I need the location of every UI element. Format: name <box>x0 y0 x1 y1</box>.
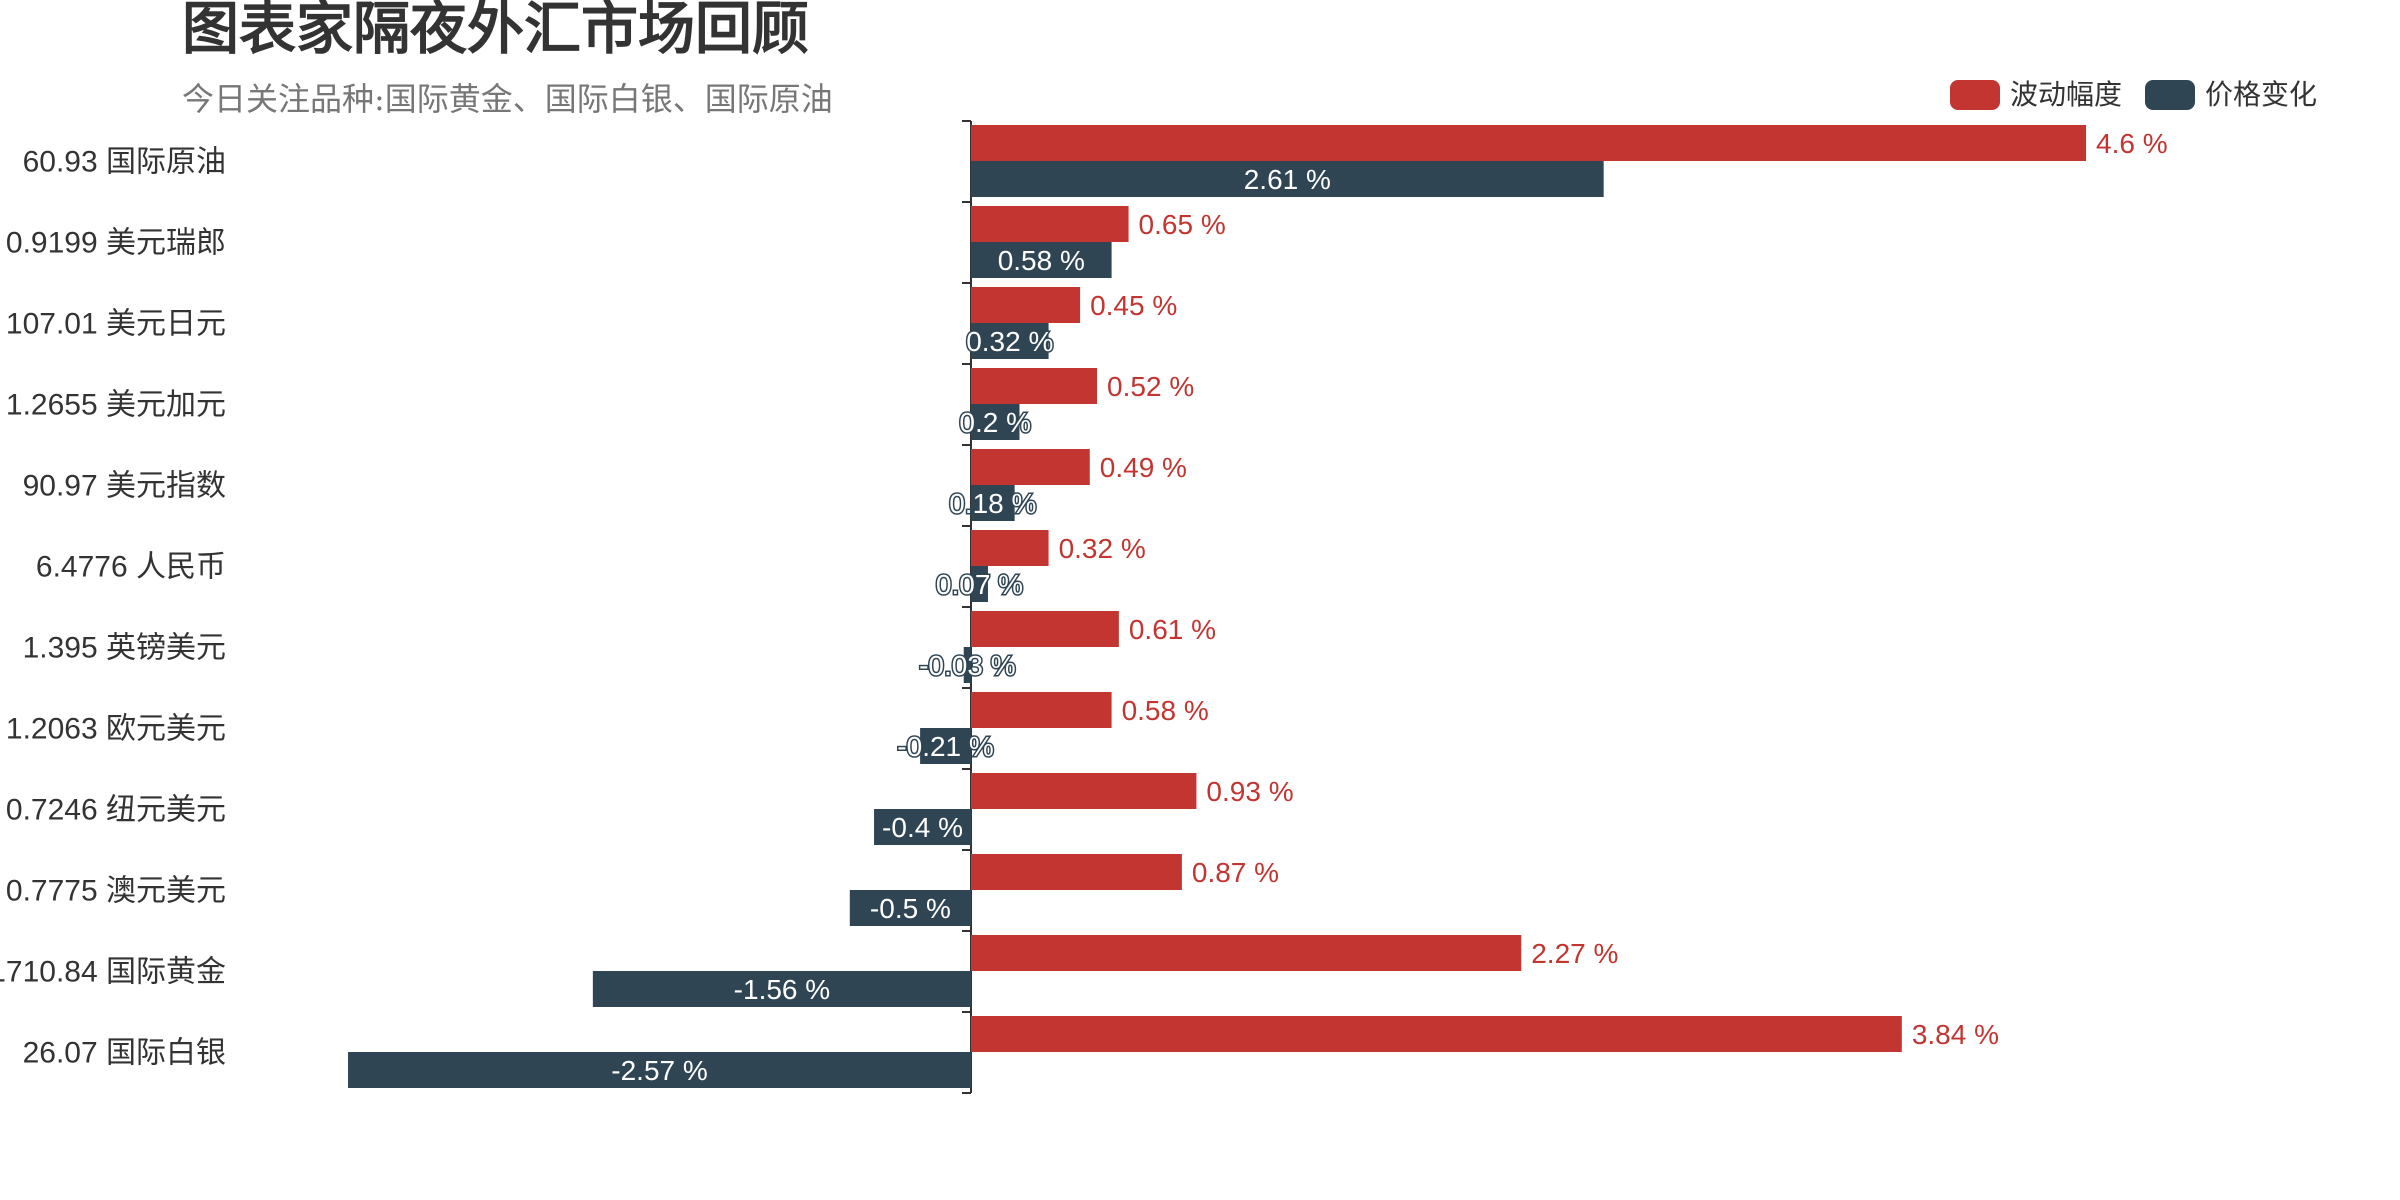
bar-change[interactable] <box>971 404 1020 440</box>
data-label-range: 0.93 % <box>1206 776 1293 807</box>
data-label-change: 0.07 % <box>936 569 1023 600</box>
legend-swatch-change[interactable] <box>2145 80 2195 110</box>
category-label: 1.2655 美元加元 <box>6 389 226 422</box>
bar-range[interactable] <box>971 854 1182 890</box>
data-label-range: 4.6 % <box>2096 128 2168 159</box>
category-label: 60.93 国际原油 <box>23 146 226 179</box>
legend-label-range[interactable]: 波动幅度 <box>2010 79 2122 110</box>
data-label-range: 0.87 % <box>1192 857 1279 888</box>
category-label: 26.07 国际白银 <box>23 1037 226 1070</box>
data-label-change: 0.32 % <box>966 326 1053 357</box>
legend-item-change[interactable]: 价格变化 <box>2145 79 2317 110</box>
bar-change[interactable] <box>348 1052 972 1088</box>
data-label-range: 3.84 % <box>1912 1019 1999 1050</box>
bar-range[interactable] <box>971 1016 1902 1052</box>
category-label: 0.9199 美元瑞郎 <box>6 227 226 260</box>
bar-range[interactable] <box>971 692 1112 728</box>
category-label: 6.4776 人民币 <box>36 551 226 584</box>
data-label-range: 0.52 % <box>1107 371 1194 402</box>
bar-range[interactable] <box>971 935 1522 971</box>
bar-change[interactable] <box>971 323 1049 359</box>
bar-change[interactable] <box>874 809 971 845</box>
data-label-change: -0.21 % <box>897 731 994 762</box>
category-label: 0.7246 纽元美元 <box>6 794 226 827</box>
data-label-range: 0.49 % <box>1100 452 1187 483</box>
data-label-range: 0.32 % <box>1059 533 1146 564</box>
category-label: 0.7775 澳元美元 <box>6 875 226 908</box>
category-label: 90.97 美元指数 <box>23 470 226 503</box>
data-label-range: 0.61 % <box>1129 614 1216 645</box>
data-label-range: 0.65 % <box>1139 209 1226 240</box>
bar-range[interactable] <box>971 206 1129 242</box>
bar-change[interactable] <box>971 485 1015 521</box>
bar-change[interactable] <box>920 728 971 764</box>
bar-range[interactable] <box>971 368 1098 404</box>
data-label-change: -0.5 % <box>870 893 951 924</box>
data-label-change: 0.2 % <box>959 407 1031 438</box>
legend[interactable]: 波动幅度 价格变化 <box>1950 79 2317 110</box>
data-label-range: 2.27 % <box>1531 938 1618 969</box>
legend-swatch-range[interactable] <box>1950 80 2000 110</box>
data-label-change: -2.57 % <box>611 1055 708 1086</box>
data-label-change: -0.03 % <box>919 650 1016 681</box>
bar-range[interactable] <box>971 287 1081 323</box>
category-label: 1.395 英镑美元 <box>23 632 226 665</box>
data-label-change: 0.58 % <box>998 245 1085 276</box>
legend-item-range[interactable]: 波动幅度 <box>1950 79 2122 110</box>
bar-range[interactable] <box>971 530 1049 566</box>
category-label: 1.2063 欧元美元 <box>6 713 226 746</box>
bar-range[interactable] <box>971 773 1197 809</box>
plot-area: 60.93 国际原油 4.6 % 2.61 % 0.9199 美元瑞郎 0.65 % 0.… <box>0 120 2168 1094</box>
bar-range[interactable] <box>971 611 1119 647</box>
category-label: 107.01 美元日元 <box>6 308 226 341</box>
legend-label-change[interactable]: 价格变化 <box>2205 79 2317 110</box>
data-label-change: -0.4 % <box>882 812 963 843</box>
bar-range[interactable] <box>971 125 2087 161</box>
chart-subtitle: 今日关注品种:国际黄金、国际白银、国际原油 <box>182 80 833 118</box>
bar-change[interactable] <box>971 566 988 602</box>
bar-change[interactable] <box>963 647 971 683</box>
data-label-change: 0.18 % <box>949 488 1036 519</box>
data-label-range: 0.58 % <box>1122 695 1209 726</box>
bar-change[interactable] <box>592 971 971 1007</box>
chart-title: 图表家隔夜外汇市场回顾 <box>182 0 809 62</box>
data-label-change: 2.61 % <box>1244 164 1331 195</box>
bar-change[interactable] <box>971 242 1112 278</box>
bar-change[interactable] <box>971 161 1604 197</box>
data-label-change: -1.56 % <box>734 974 831 1005</box>
bar-range[interactable] <box>971 449 1090 485</box>
data-label-range: 0.45 % <box>1090 290 1177 321</box>
bar-change[interactable] <box>849 890 971 926</box>
category-label: 1710.84 国际黄金 <box>0 956 226 989</box>
